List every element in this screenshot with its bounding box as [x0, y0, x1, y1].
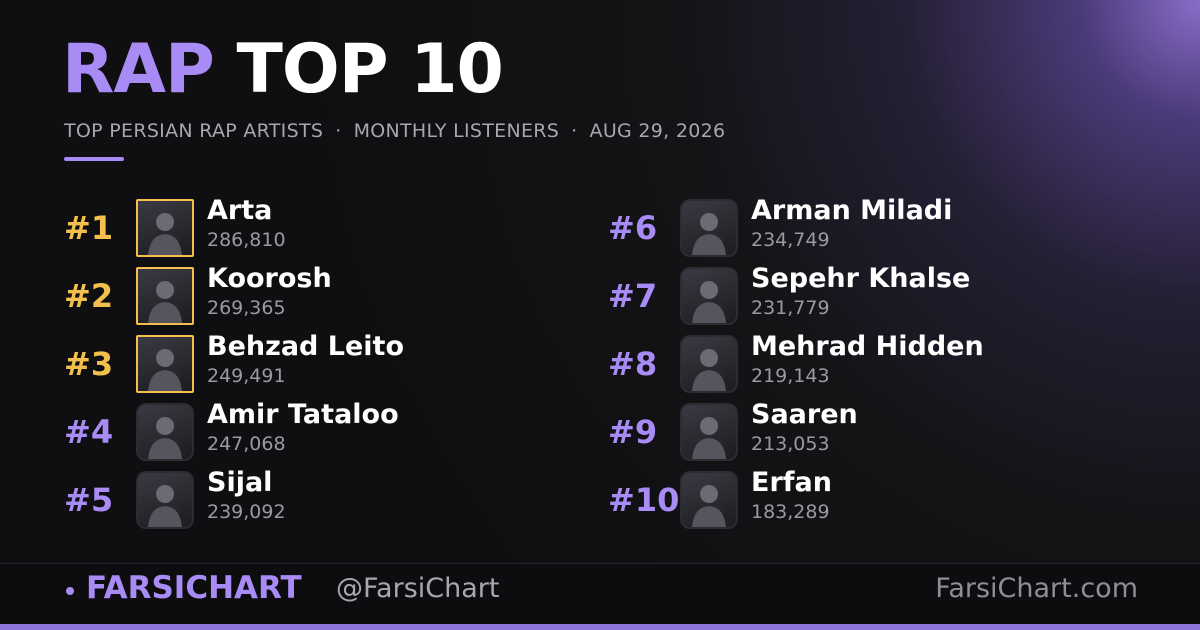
avatar — [136, 267, 194, 325]
silhouette — [148, 417, 182, 459]
subtitle-part: AUG 29, 2026 — [589, 120, 726, 142]
silhouette — [692, 213, 726, 255]
artist-name: Erfan — [751, 467, 832, 498]
artist-name: Mehrad Hidden — [751, 331, 984, 362]
avatar — [136, 199, 194, 257]
accent-bar — [64, 157, 124, 161]
site: FarsiChart.com — [935, 573, 1138, 604]
listeners: 286,810 — [207, 229, 286, 251]
subtitle: TOP PERSIAN RAP ARTISTS · MONTHLY LISTENER… — [64, 120, 725, 142]
footer — [0, 563, 1200, 625]
separator: · — [571, 120, 578, 142]
entry: #4 Amir Tataloo 247,068 — [64, 399, 584, 463]
silhouette — [692, 349, 726, 391]
listeners: 213,053 — [751, 433, 830, 455]
avatar — [680, 335, 738, 393]
entry: #2 Koorosh 269,365 — [64, 263, 584, 327]
artist-name: Arta — [207, 195, 273, 226]
avatar — [680, 403, 738, 461]
listeners: 249,491 — [207, 365, 286, 387]
listeners: 219,143 — [751, 365, 830, 387]
brand: FARSICHART — [86, 570, 302, 606]
listeners: 247,068 — [207, 433, 286, 455]
rank: #2 — [64, 277, 114, 315]
entry: #3 Behzad Leito 249,491 — [64, 331, 584, 395]
avatar — [680, 199, 738, 257]
avatar — [680, 471, 738, 529]
artist-name: Sijal — [207, 467, 273, 498]
rank: #8 — [608, 345, 658, 383]
artist-name: Arman Miladi — [751, 195, 953, 226]
handle: @FarsiChart — [336, 573, 500, 604]
bottom-strip — [0, 624, 1200, 630]
title-rest: TOP 10 — [236, 30, 504, 109]
artist-name: Behzad Leito — [207, 331, 405, 362]
footer-dot — [66, 587, 74, 595]
silhouette — [692, 281, 726, 323]
title-accent: RAP — [62, 30, 215, 109]
avatar — [136, 471, 194, 529]
listeners: 234,749 — [751, 229, 830, 251]
entry: #5 Sijal 239,092 — [64, 467, 584, 531]
avatar — [136, 403, 194, 461]
silhouette — [148, 213, 182, 255]
artist-name: Sepehr Khalse — [751, 263, 971, 294]
artist-name: Amir Tataloo — [207, 399, 399, 430]
subtitle-part: TOP PERSIAN RAP ARTISTS — [64, 120, 324, 142]
silhouette — [148, 349, 182, 391]
listeners: 269,365 — [207, 297, 286, 319]
silhouette — [148, 485, 182, 527]
separator: · — [335, 120, 342, 142]
entry: #6 Arman Miladi 234,749 — [608, 195, 1128, 259]
silhouette — [148, 281, 182, 323]
rank: #10 — [608, 481, 680, 519]
entry: #8 Mehrad Hidden 219,143 — [608, 331, 1128, 395]
listeners: 183,289 — [751, 501, 830, 523]
title: RAP TOP 10 — [62, 36, 504, 104]
silhouette — [692, 417, 726, 459]
rank: #5 — [64, 481, 114, 519]
rank: #4 — [64, 413, 114, 451]
entry: #1 Arta 286,810 — [64, 195, 584, 259]
entry: #9 Saaren 213,053 — [608, 399, 1128, 463]
avatar — [136, 335, 194, 393]
silhouette — [692, 485, 726, 527]
rank: #9 — [608, 413, 658, 451]
listeners: 239,092 — [207, 501, 286, 523]
rank: #7 — [608, 277, 658, 315]
rank: #3 — [64, 345, 114, 383]
avatar — [680, 267, 738, 325]
subtitle-part: MONTHLY LISTENERS — [353, 120, 560, 142]
artist-name: Koorosh — [207, 263, 332, 294]
artist-name: Saaren — [751, 399, 858, 430]
entry: #7 Sepehr Khalse 231,779 — [608, 263, 1128, 327]
rank: #6 — [608, 209, 658, 247]
listeners: 231,779 — [751, 297, 830, 319]
rank: #1 — [64, 209, 114, 247]
entry: #10 Erfan 183,289 — [608, 467, 1128, 531]
